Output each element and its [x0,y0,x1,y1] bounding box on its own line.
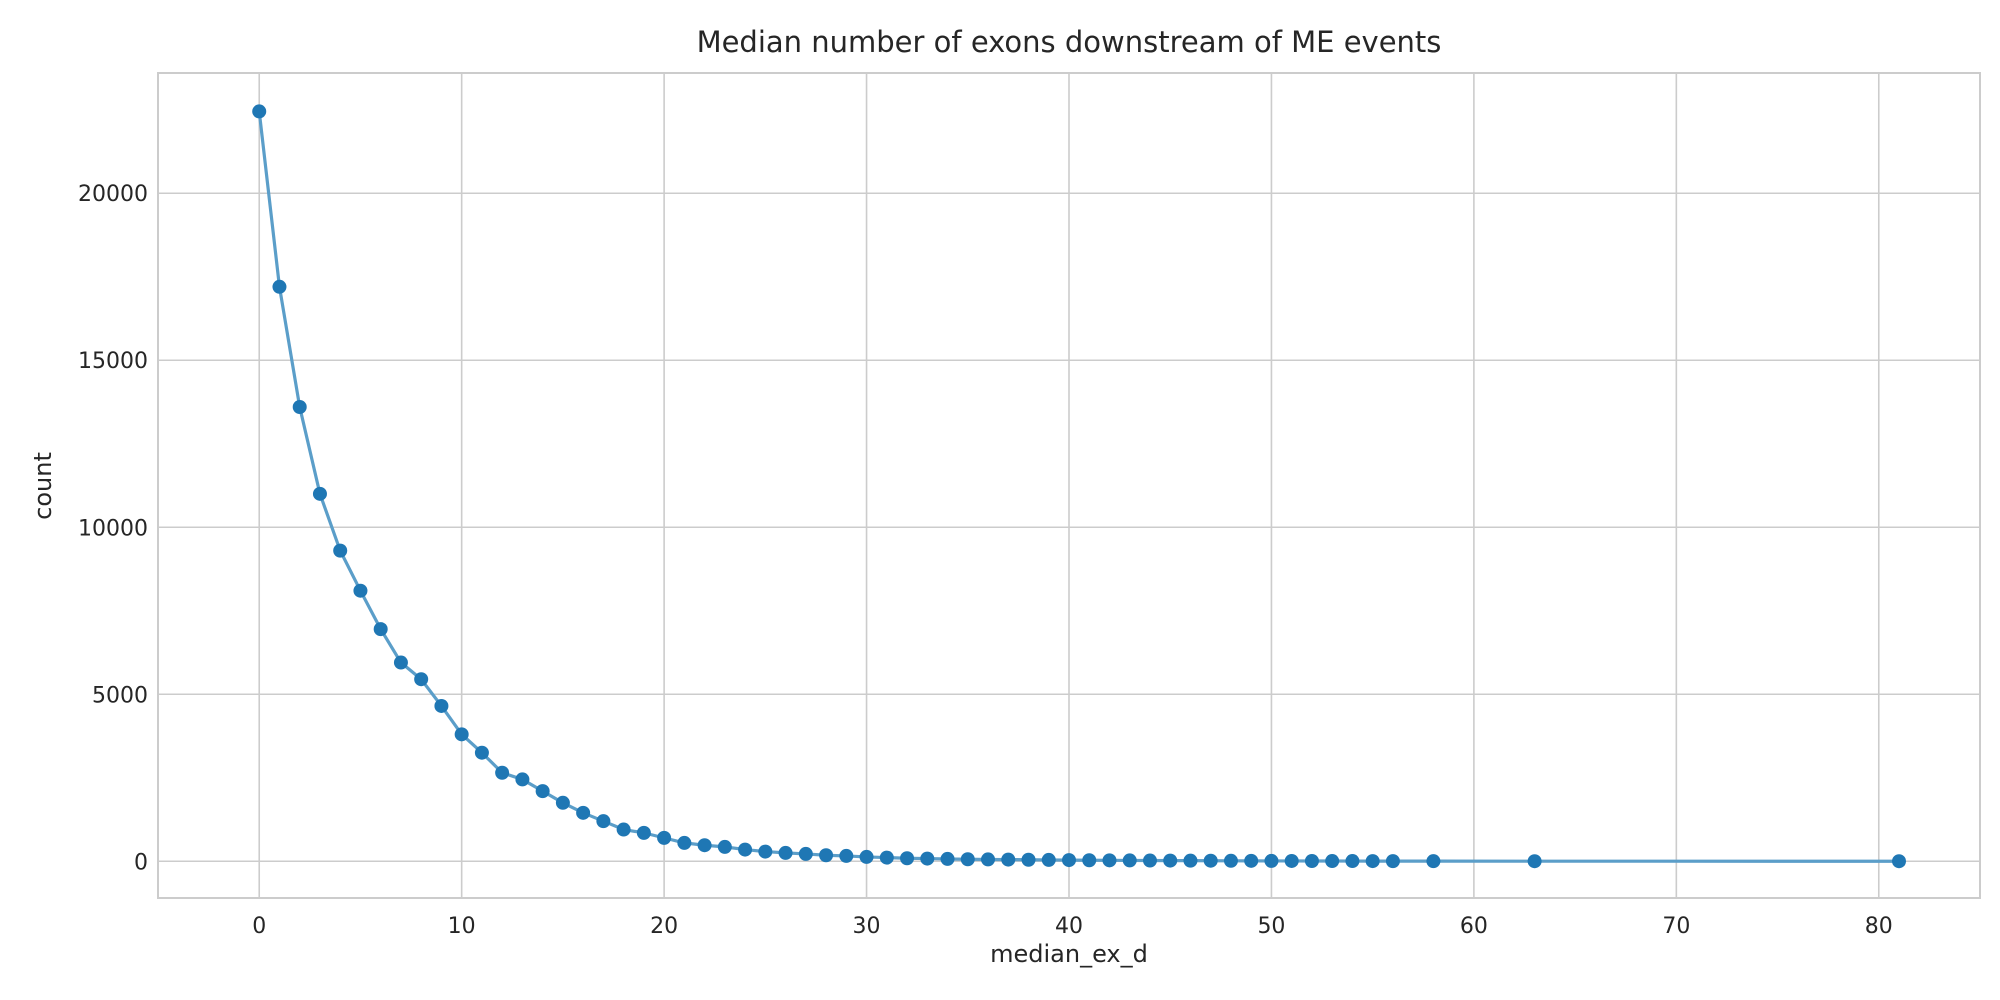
data-point [333,543,348,558]
data-point [819,848,834,863]
data-point [495,765,510,780]
data-point [1223,853,1238,868]
data-point [576,805,591,820]
data-point [1264,853,1279,868]
plot-frame [157,72,1981,899]
data-point [981,852,996,867]
data-point [616,822,631,837]
data-point [1122,853,1137,868]
y-tick-label: 5000 [92,683,148,708]
data-point [1102,853,1117,868]
data-point [1892,854,1907,869]
data-point [636,825,651,840]
y-tick-label: 0 [134,850,148,875]
data-point [1203,853,1218,868]
data-point [1142,853,1157,868]
data-point [960,852,975,867]
x-tick-label: 50 [1257,914,1285,939]
x-tick-label: 30 [853,914,881,939]
y-tick-label: 10000 [78,516,148,541]
data-point [940,851,955,866]
grid [158,73,1980,898]
data-point [393,655,408,670]
x-axis-label: median_ex_d [990,940,1148,968]
data-point [778,845,793,860]
data-point [535,784,550,799]
data-point [1041,852,1056,867]
data-point [312,486,327,501]
data-point [1365,854,1380,869]
data-point [657,830,672,845]
data-point [1244,853,1259,868]
data-point [900,851,915,866]
x-tick-label: 60 [1460,914,1488,939]
data-point [717,839,732,854]
data-point [879,850,894,865]
y-tick-label: 15000 [78,349,148,374]
data-point [373,622,388,637]
data-point [1527,854,1542,869]
data-point [1001,852,1016,867]
data-point [920,851,935,866]
data-point [758,844,773,859]
x-tick-label: 20 [650,914,678,939]
data-point [677,835,692,850]
x-tick-labels: 0 10 20 30 40 50 60 70 80 [252,914,1893,939]
data-point [1345,854,1360,869]
data-point [1082,853,1097,868]
x-tick-label: 10 [448,914,476,939]
data-point [1325,854,1340,869]
data-point [1284,853,1299,868]
data-point [697,838,712,853]
data-point [434,698,449,713]
data-point [252,104,267,119]
data-point [798,846,813,861]
series-line [257,111,1900,863]
x-tick-label: 70 [1662,914,1690,939]
y-axis-label: count [29,452,57,520]
chart-title: Median number of exons downstream of ME … [697,25,1442,59]
data-point [1183,853,1198,868]
data-point [1426,854,1441,869]
data-point [738,842,753,857]
data-point [515,772,530,787]
x-tick-label: 80 [1865,914,1893,939]
data-point [353,583,368,598]
data-point [1021,852,1036,867]
data-point [555,795,570,810]
data-point [1062,853,1076,868]
data-points [252,104,1907,869]
x-tick-label: 0 [252,914,266,939]
y-tick-label: 20000 [78,182,148,207]
data-point [1304,853,1319,868]
data-point [1385,854,1400,869]
data-point [474,745,489,760]
data-point [414,672,429,687]
x-tick-label: 40 [1055,914,1083,939]
data-point [859,849,874,864]
data-point [292,400,307,415]
data-point [596,814,611,829]
y-tick-labels: 0 5000 10000 15000 20000 [78,182,148,875]
data-point [1163,853,1178,868]
data-point [454,727,469,742]
data-point [272,279,287,294]
data-point [839,848,854,863]
